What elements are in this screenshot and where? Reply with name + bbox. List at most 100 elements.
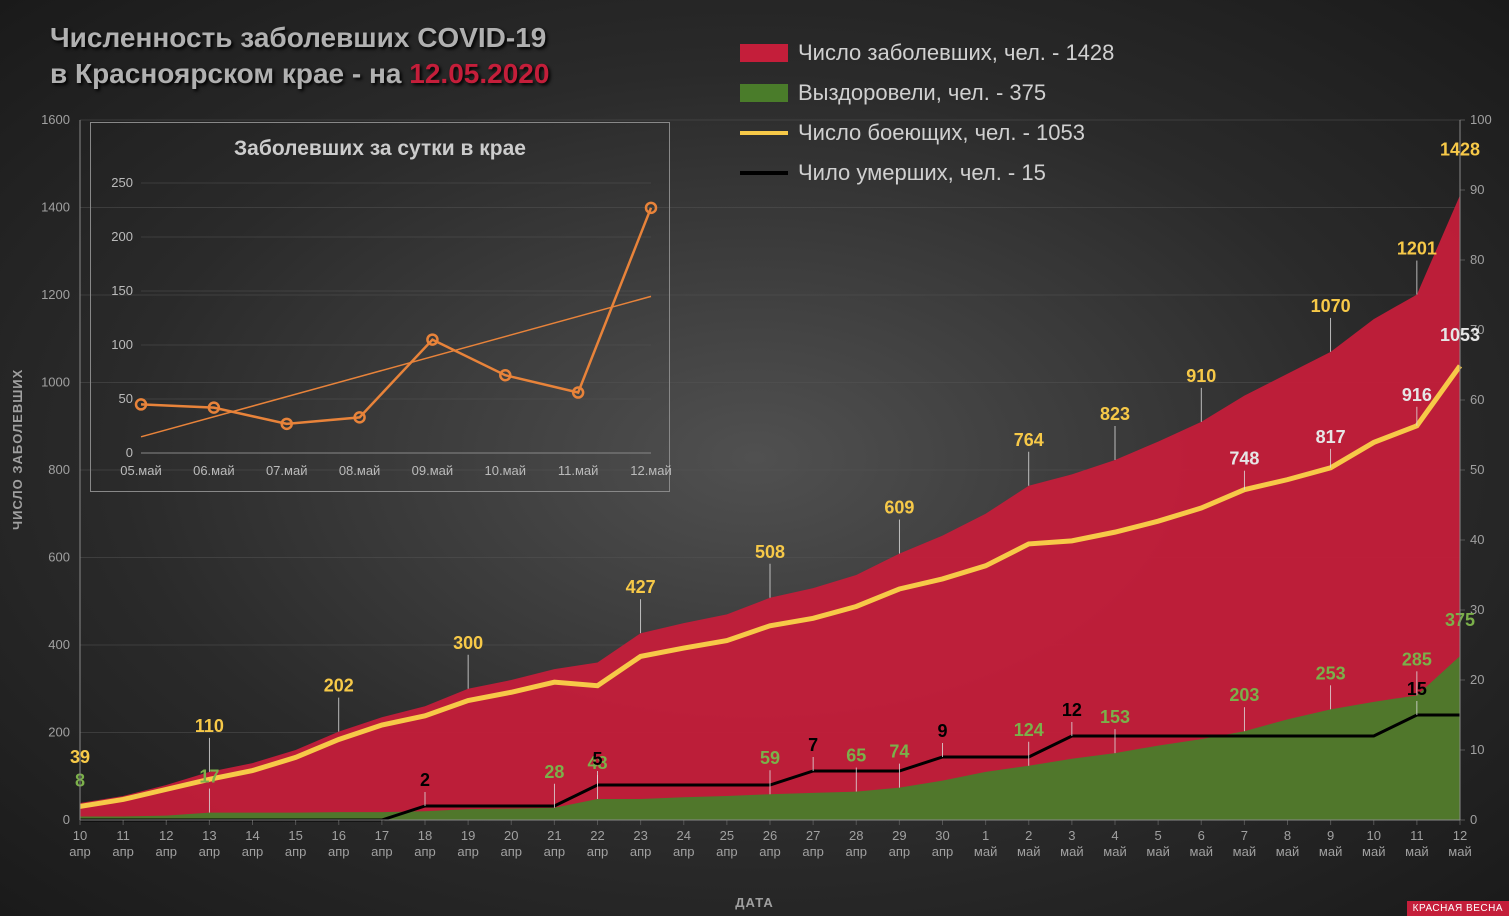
svg-text:май: май — [1017, 844, 1040, 859]
svg-text:30: 30 — [935, 828, 949, 843]
svg-text:апр: апр — [285, 844, 307, 859]
svg-text:300: 300 — [453, 633, 483, 653]
svg-text:12: 12 — [1062, 700, 1082, 720]
svg-text:апр: апр — [846, 844, 868, 859]
watermark: КРАСНАЯ ВЕСНА — [1407, 901, 1509, 916]
svg-text:07.май: 07.май — [266, 463, 308, 478]
svg-text:764: 764 — [1014, 430, 1044, 450]
svg-text:11.май: 11.май — [558, 463, 599, 478]
svg-text:май: май — [1362, 844, 1385, 859]
svg-text:апр: апр — [587, 844, 609, 859]
svg-text:100: 100 — [111, 337, 133, 352]
svg-text:2: 2 — [420, 770, 430, 790]
svg-text:21: 21 — [547, 828, 561, 843]
svg-text:апр: апр — [889, 844, 911, 859]
svg-text:110: 110 — [195, 716, 224, 736]
svg-text:15: 15 — [288, 828, 302, 843]
svg-text:12: 12 — [159, 828, 173, 843]
svg-text:427: 427 — [626, 577, 656, 597]
svg-text:май: май — [1448, 844, 1471, 859]
svg-text:11: 11 — [1410, 828, 1424, 843]
svg-text:253: 253 — [1316, 663, 1346, 683]
svg-text:май: май — [1060, 844, 1083, 859]
svg-text:4: 4 — [1111, 828, 1118, 843]
svg-text:апр: апр — [457, 844, 479, 859]
svg-text:7: 7 — [808, 735, 818, 755]
svg-text:24: 24 — [677, 828, 691, 843]
svg-text:28: 28 — [849, 828, 863, 843]
svg-text:08.май: 08.май — [339, 463, 381, 478]
svg-text:апр: апр — [328, 844, 350, 859]
svg-text:250: 250 — [111, 175, 133, 190]
svg-text:74: 74 — [889, 742, 909, 762]
svg-text:1600: 1600 — [41, 112, 70, 127]
svg-text:916: 916 — [1402, 385, 1432, 405]
svg-text:8: 8 — [1284, 828, 1291, 843]
svg-text:65: 65 — [846, 746, 866, 766]
svg-text:748: 748 — [1229, 449, 1259, 469]
svg-text:27: 27 — [806, 828, 820, 843]
svg-text:124: 124 — [1014, 720, 1044, 740]
svg-text:май: май — [1405, 844, 1428, 859]
svg-text:800: 800 — [48, 462, 70, 477]
svg-text:09.май: 09.май — [412, 463, 454, 478]
svg-text:200: 200 — [111, 229, 133, 244]
svg-text:400: 400 — [48, 637, 70, 652]
svg-text:апр: апр — [69, 844, 91, 859]
svg-text:28: 28 — [544, 762, 564, 782]
svg-text:200: 200 — [48, 725, 70, 740]
svg-text:5: 5 — [1155, 828, 1162, 843]
svg-text:22: 22 — [590, 828, 604, 843]
svg-text:910: 910 — [1186, 366, 1216, 386]
svg-text:1201: 1201 — [1397, 239, 1437, 259]
svg-text:17: 17 — [375, 828, 389, 843]
svg-text:11: 11 — [116, 828, 130, 843]
svg-text:202: 202 — [324, 676, 354, 696]
svg-text:285: 285 — [1402, 649, 1432, 669]
svg-text:апр: апр — [242, 844, 264, 859]
svg-text:апр: апр — [112, 844, 134, 859]
svg-text:90: 90 — [1470, 182, 1484, 197]
svg-text:05.май: 05.май — [120, 463, 162, 478]
svg-text:5: 5 — [592, 749, 602, 769]
svg-text:60: 60 — [1470, 392, 1484, 407]
svg-text:май: май — [1233, 844, 1256, 859]
x-axis-label: ДАТА — [735, 895, 774, 910]
svg-text:20: 20 — [1470, 672, 1484, 687]
svg-text:6: 6 — [1198, 828, 1205, 843]
svg-text:20: 20 — [504, 828, 518, 843]
svg-text:508: 508 — [755, 542, 785, 562]
svg-text:0: 0 — [1470, 812, 1477, 827]
svg-text:май: май — [1319, 844, 1342, 859]
svg-text:150: 150 — [111, 283, 133, 298]
svg-text:06.май: 06.май — [193, 463, 235, 478]
svg-text:29: 29 — [892, 828, 906, 843]
svg-text:1200: 1200 — [41, 287, 70, 302]
svg-text:апр: апр — [199, 844, 221, 859]
svg-text:0: 0 — [126, 445, 133, 460]
svg-text:1070: 1070 — [1311, 296, 1351, 316]
svg-text:1000: 1000 — [41, 375, 70, 390]
svg-text:май: май — [1276, 844, 1299, 859]
svg-text:18: 18 — [418, 828, 432, 843]
svg-text:12.май: 12.май — [630, 463, 671, 478]
svg-text:10: 10 — [1470, 742, 1484, 757]
svg-text:16: 16 — [332, 828, 346, 843]
inset-title: Заболевших за сутки в крае — [91, 137, 669, 161]
svg-text:203: 203 — [1229, 685, 1259, 705]
svg-text:апр: апр — [716, 844, 738, 859]
svg-text:100: 100 — [1470, 112, 1492, 127]
svg-text:25: 25 — [720, 828, 734, 843]
svg-text:9: 9 — [1327, 828, 1334, 843]
svg-text:апр: апр — [414, 844, 436, 859]
svg-text:15: 15 — [1407, 679, 1427, 699]
svg-text:13: 13 — [202, 828, 216, 843]
svg-text:10.май: 10.май — [485, 463, 527, 478]
svg-text:823: 823 — [1100, 404, 1130, 424]
svg-text:апр: апр — [544, 844, 566, 859]
inset-chart: 05010015020025005.май06.май07.май08.май0… — [91, 123, 671, 493]
svg-text:10: 10 — [1367, 828, 1381, 843]
svg-text:600: 600 — [48, 550, 70, 565]
y-axis-label: ЧИСЛО ЗАБОЛЕВШИХ — [10, 369, 25, 530]
svg-text:апр: апр — [501, 844, 523, 859]
